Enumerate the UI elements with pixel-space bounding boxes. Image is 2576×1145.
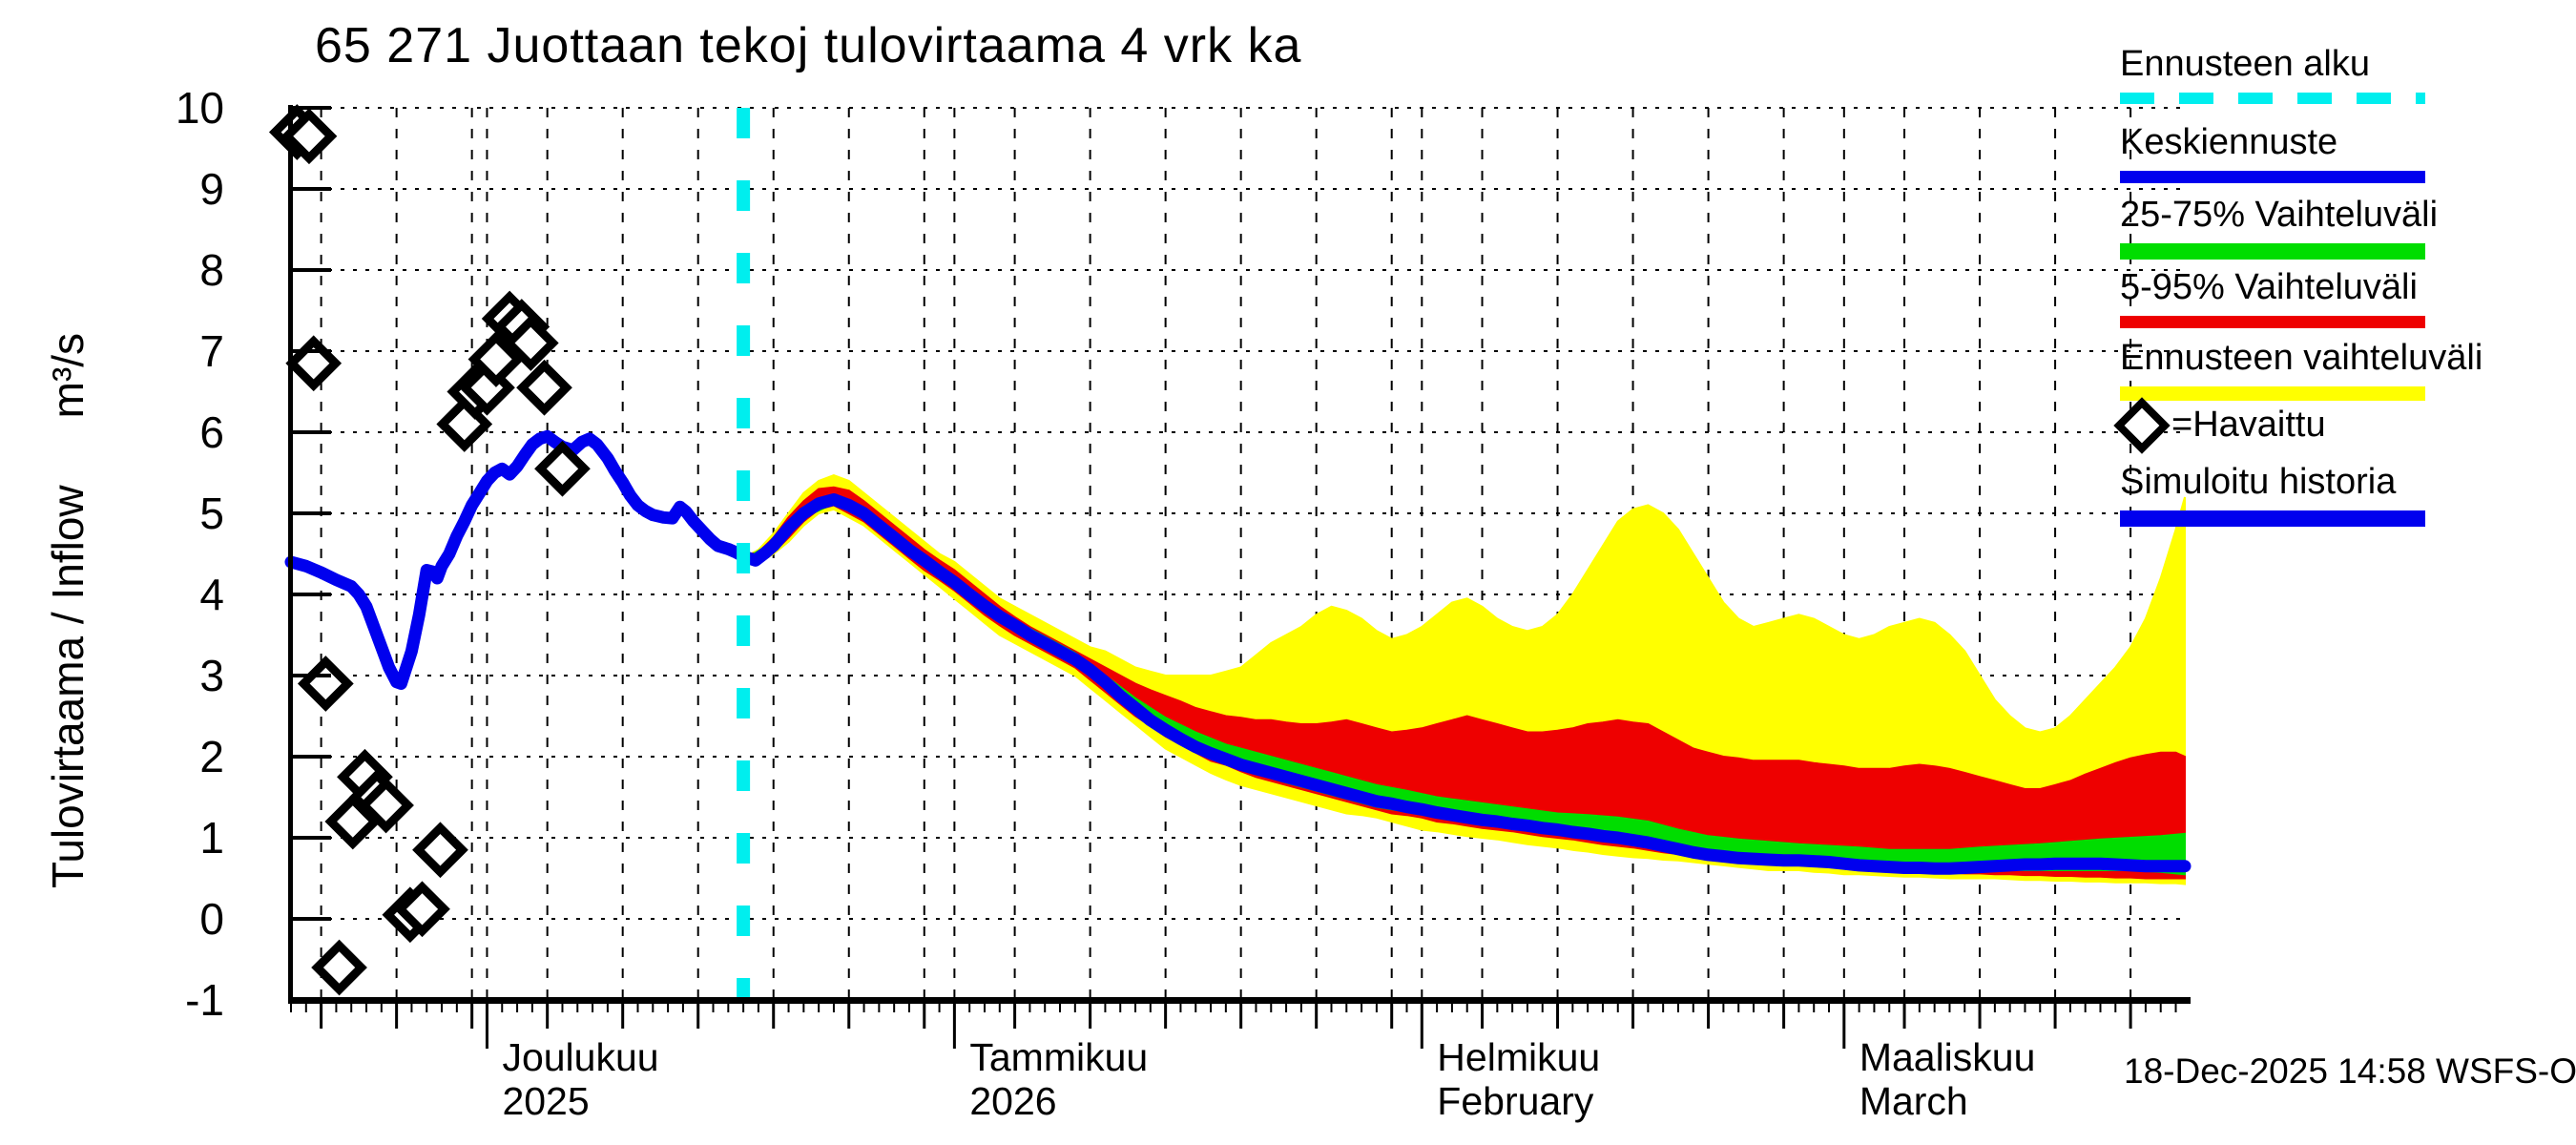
legend-item-forecast-range: Ennusteen vaihteluväli	[2120, 338, 2521, 401]
y-tick-label: 6	[199, 407, 224, 457]
observed-diamond	[297, 656, 354, 712]
y-tick-label: 4	[199, 570, 224, 619]
legend-item-simulated-history: Simuloitu historia	[2120, 462, 2521, 527]
observed-diamond	[358, 777, 414, 834]
y-tick-label: 1	[199, 813, 224, 863]
observed-diamond	[394, 881, 450, 938]
month-label: Joulukuu	[502, 1035, 658, 1079]
observed-diamond	[311, 939, 367, 996]
month-label: Tammikuu	[969, 1035, 1148, 1079]
y-tick-label: 5	[199, 489, 224, 538]
month-label: Maaliskuu	[1859, 1035, 2036, 1079]
cyan-dashed-line-sample	[2120, 93, 2425, 104]
month-sublabel: February	[1437, 1079, 1594, 1123]
diamond-marker-icon	[2113, 396, 2171, 454]
legend-item-median-forecast: Keskiennuste	[2120, 122, 2521, 183]
observed-diamond	[285, 335, 343, 392]
observed-diamond	[534, 440, 591, 497]
legend-label: =Havaittu	[2171, 405, 2326, 445]
y-tick-label: 0	[199, 894, 224, 944]
y-tick-label: 9	[199, 164, 224, 214]
y-tick-labels: -1 0 1 2 3 4 5 6 7 8 9 10	[176, 83, 224, 1025]
legend-item-forecast-start: Ennusteen alku	[2120, 44, 2521, 104]
legend-label: Ennusteen vaihteluväli	[2120, 338, 2483, 378]
observed-diamond	[280, 108, 338, 165]
y-axis-ticks	[291, 106, 331, 1002]
month-sublabel: 2026	[969, 1079, 1056, 1123]
legend-item-25-75-band: 25-75% Vaihteluväli	[2120, 195, 2521, 260]
legend-item-observed: =Havaittu	[2113, 396, 2521, 454]
chart-title: 65 271 Juottaan tekoj tulovirtaama 4 vrk…	[315, 18, 1302, 73]
legend-label: Simuloitu historia	[2120, 462, 2397, 502]
legend-label: 25-75% Vaihteluväli	[2120, 195, 2439, 235]
legend-label: 5-95% Vaihteluväli	[2120, 267, 2418, 307]
median-line	[737, 493, 2192, 875]
timestamp: 18-Dec-2025 14:58 WSFS-O	[2124, 1051, 2576, 1091]
legend-label: Keskiennuste	[2120, 122, 2338, 162]
y-tick-label: 2	[199, 732, 224, 781]
legend-label: Ennusteen alku	[2120, 44, 2370, 84]
blue-bar-sample	[2120, 510, 2425, 527]
x-axis-ticks	[290, 1003, 2177, 1049]
p5-95-band	[750, 486, 2186, 880]
legend-item-5-95-band: 5-95% Vaihteluväli	[2120, 267, 2521, 328]
axes	[288, 105, 2191, 1004]
y-axis-unit: m³/s	[43, 332, 93, 419]
month-label: Helmikuu	[1437, 1035, 1600, 1079]
observed-diamond	[502, 315, 559, 371]
y-tick-label: 7	[199, 326, 224, 376]
y-axis-label-text: Tulovirtaama / Inflow	[43, 485, 93, 889]
y-tick-label: 8	[199, 245, 224, 295]
green-band-sample	[2120, 243, 2425, 260]
y-tick-label: 3	[199, 651, 224, 700]
y-axis-label: Tulovirtaama / Inflow m³/s	[42, 181, 95, 1040]
month-sublabel: 2025	[502, 1079, 589, 1123]
observed-diamond	[412, 822, 468, 879]
observed-diamond	[467, 331, 525, 387]
observed-diamond	[516, 359, 572, 416]
y-tick-label: -1	[185, 975, 224, 1025]
blue-line-sample	[2120, 171, 2425, 183]
red-band-sample	[2120, 316, 2425, 328]
month-sublabel: March	[1859, 1079, 1968, 1123]
y-tick-label: 10	[176, 83, 224, 133]
history-line	[284, 429, 750, 690]
yellow-band-sample	[2120, 386, 2425, 401]
